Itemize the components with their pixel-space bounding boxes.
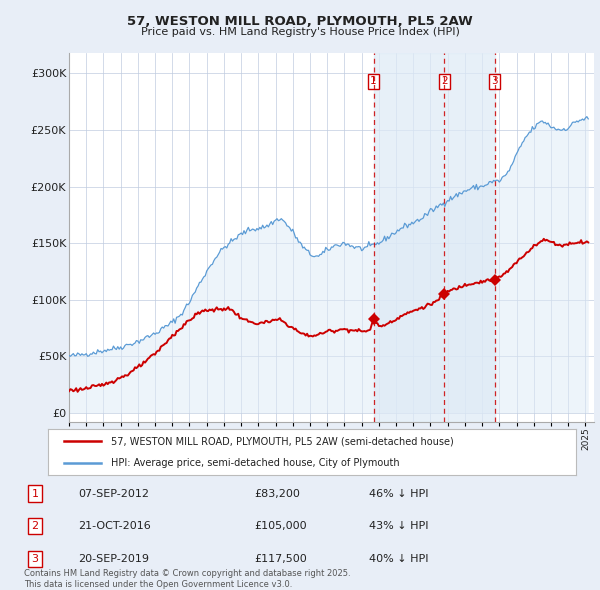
Text: 46% ↓ HPI: 46% ↓ HPI: [369, 489, 428, 499]
Text: 20-SEP-2019: 20-SEP-2019: [78, 554, 149, 564]
Text: 3: 3: [32, 554, 38, 564]
Text: 1: 1: [370, 76, 377, 86]
Text: 57, WESTON MILL ROAD, PLYMOUTH, PL5 2AW: 57, WESTON MILL ROAD, PLYMOUTH, PL5 2AW: [127, 15, 473, 28]
Text: £117,500: £117,500: [254, 554, 307, 564]
Bar: [373, 53, 494, 422]
Text: Contains HM Land Registry data © Crown copyright and database right 2025.
This d: Contains HM Land Registry data © Crown c…: [24, 569, 350, 589]
Text: 40% ↓ HPI: 40% ↓ HPI: [369, 554, 428, 564]
Text: £83,200: £83,200: [254, 489, 300, 499]
Text: £105,000: £105,000: [254, 521, 307, 531]
Text: 07-SEP-2012: 07-SEP-2012: [78, 489, 149, 499]
Text: 21-OCT-2016: 21-OCT-2016: [78, 521, 151, 531]
Text: Price paid vs. HM Land Registry's House Price Index (HPI): Price paid vs. HM Land Registry's House …: [140, 27, 460, 37]
Text: 2: 2: [31, 521, 38, 531]
Text: 2: 2: [441, 76, 448, 86]
Text: 57, WESTON MILL ROAD, PLYMOUTH, PL5 2AW (semi-detached house): 57, WESTON MILL ROAD, PLYMOUTH, PL5 2AW …: [112, 437, 454, 447]
Text: 3: 3: [491, 76, 498, 86]
Text: 43% ↓ HPI: 43% ↓ HPI: [369, 521, 428, 531]
Text: HPI: Average price, semi-detached house, City of Plymouth: HPI: Average price, semi-detached house,…: [112, 458, 400, 468]
Text: 1: 1: [32, 489, 38, 499]
